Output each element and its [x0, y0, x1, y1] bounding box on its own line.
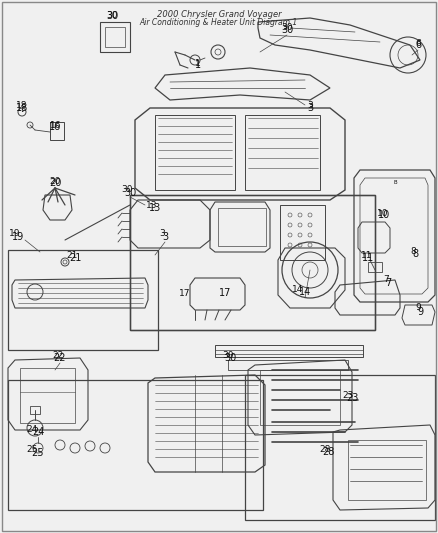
Text: 25: 25	[26, 446, 38, 455]
Text: 6: 6	[415, 38, 421, 47]
Text: 20: 20	[49, 176, 61, 185]
Bar	[260, 370, 340, 425]
Bar	[280, 205, 325, 260]
Text: 25: 25	[32, 448, 44, 458]
Text: 22: 22	[54, 353, 66, 363]
Bar	[368, 262, 382, 272]
Text: 6: 6	[415, 40, 421, 50]
Text: Air Conditioning & Heater Unit Diagram 1: Air Conditioning & Heater Unit Diagram 1	[140, 18, 298, 27]
Text: 2000 Chrysler Grand Voyager: 2000 Chrysler Grand Voyager	[157, 10, 281, 19]
Text: 7: 7	[385, 278, 391, 288]
Bar	[348, 440, 426, 500]
Bar	[8, 250, 158, 350]
Text: 22: 22	[53, 351, 64, 360]
Text: 1: 1	[195, 59, 201, 68]
Bar	[155, 115, 235, 190]
Text: 21: 21	[66, 252, 78, 261]
Text: 13: 13	[146, 201, 158, 211]
Bar	[228, 360, 348, 370]
Text: 18: 18	[16, 103, 28, 113]
Text: 10: 10	[377, 208, 389, 217]
Text: 7: 7	[383, 276, 389, 285]
Text: 24: 24	[32, 427, 44, 437]
Bar	[218, 208, 266, 246]
Text: 30: 30	[281, 23, 293, 33]
Text: 14: 14	[292, 286, 304, 295]
Text: 16: 16	[50, 122, 62, 131]
Text: 30: 30	[222, 351, 234, 360]
Bar	[30, 406, 40, 414]
Text: 19: 19	[9, 229, 21, 238]
Text: 23: 23	[346, 393, 358, 403]
Text: 23: 23	[343, 391, 354, 400]
Text: 18: 18	[16, 101, 28, 110]
Text: 3: 3	[307, 101, 313, 110]
Text: 9: 9	[417, 307, 423, 317]
Text: 8: 8	[410, 247, 416, 256]
Text: 3: 3	[162, 232, 168, 242]
Text: 20: 20	[49, 178, 61, 188]
Bar	[215, 345, 363, 357]
Text: 11: 11	[361, 252, 373, 261]
Text: 17: 17	[219, 288, 231, 298]
Text: •: •	[20, 109, 24, 115]
Text: 17: 17	[179, 288, 191, 297]
Bar	[8, 380, 263, 510]
Text: 10: 10	[378, 210, 390, 220]
Text: 30: 30	[124, 188, 136, 198]
Text: 16: 16	[49, 122, 61, 132]
Text: 8: 8	[412, 249, 418, 259]
Text: B: B	[393, 180, 397, 184]
Text: 30: 30	[106, 12, 118, 20]
Text: 13: 13	[149, 203, 161, 213]
Bar	[20, 368, 75, 423]
Text: 9: 9	[415, 303, 421, 312]
Text: 3: 3	[159, 230, 165, 238]
Text: 24: 24	[26, 425, 38, 434]
Bar	[130, 195, 375, 330]
Bar	[130, 195, 375, 330]
Text: 30: 30	[281, 25, 293, 35]
Bar	[245, 115, 320, 190]
Bar	[245, 375, 435, 520]
Text: 14: 14	[299, 287, 311, 297]
Text: 30: 30	[224, 353, 236, 363]
Text: 1: 1	[195, 60, 201, 70]
Bar	[100, 22, 130, 52]
Text: 19: 19	[12, 232, 24, 242]
Text: 11: 11	[362, 253, 374, 263]
Text: 28: 28	[319, 446, 331, 455]
Text: 30: 30	[121, 185, 133, 195]
Text: 21: 21	[69, 253, 81, 263]
Bar	[105, 27, 125, 47]
Text: 30: 30	[106, 11, 118, 21]
Text: 28: 28	[322, 447, 334, 457]
Bar	[50, 122, 64, 140]
Text: 3: 3	[307, 103, 313, 113]
